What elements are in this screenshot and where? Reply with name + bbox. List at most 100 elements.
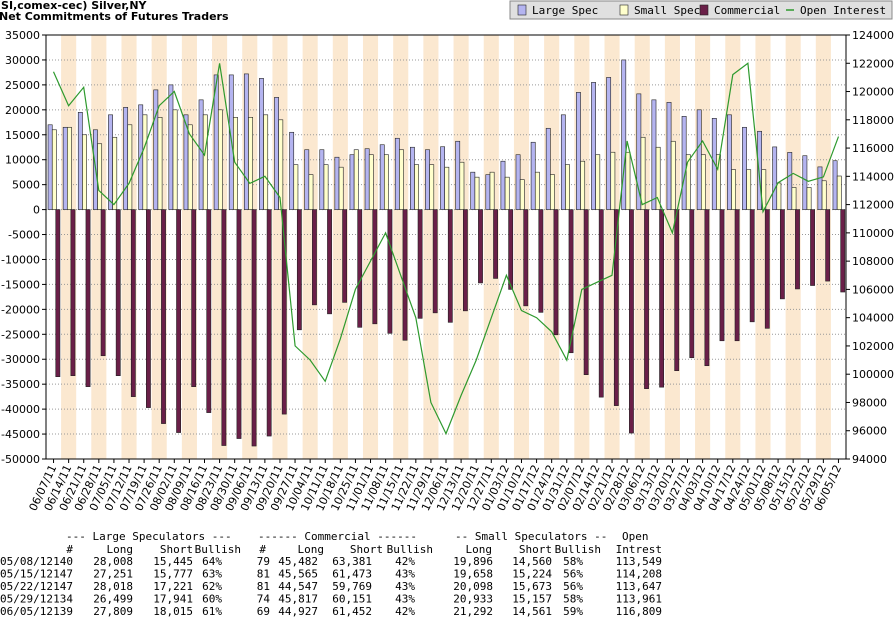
bar — [429, 164, 435, 210]
table-cell: 61% — [202, 605, 222, 618]
y-tick-label: 35000 — [5, 29, 40, 42]
bar — [202, 114, 208, 210]
table-column-header: # — [66, 543, 73, 556]
table-cell: 61,452 — [332, 605, 372, 618]
table-cell: 60% — [202, 593, 222, 606]
legend-label: Large Spec — [532, 4, 598, 17]
y2-tick-label: 110000 — [852, 227, 894, 240]
bar — [519, 179, 525, 210]
table-cell: 147 — [53, 568, 73, 581]
bar — [402, 209, 408, 341]
y2-tick-label: 98000 — [852, 396, 887, 409]
bar — [746, 169, 752, 210]
bar — [304, 149, 310, 210]
table-cell: 20,933 — [453, 593, 493, 606]
table-cell: 28,018 — [93, 580, 133, 593]
bar — [455, 140, 461, 210]
bar — [217, 109, 223, 210]
table-cell: 45,817 — [278, 593, 318, 606]
table-cell: 140 — [53, 555, 73, 568]
bar — [772, 146, 778, 210]
y2-tick-label: 120000 — [852, 86, 894, 99]
y-tick-label: -15000 — [1, 278, 40, 291]
y-tick-label: 5000 — [12, 179, 40, 192]
table-cell: 59,769 — [332, 580, 372, 593]
bar — [123, 107, 129, 210]
table-cell: 26,499 — [93, 593, 133, 606]
y-tick-label: 30000 — [5, 54, 40, 67]
bar — [349, 154, 355, 210]
bar — [840, 209, 846, 293]
y-tick-label: -45000 — [1, 428, 40, 441]
bar — [447, 209, 453, 323]
bar — [327, 209, 332, 315]
bar — [478, 209, 483, 284]
y2-tick-label: 100000 — [852, 368, 894, 381]
bar — [221, 209, 227, 446]
table-cell: 58% — [563, 593, 583, 606]
table-cell: 28,008 — [93, 555, 133, 568]
bar — [263, 114, 269, 210]
table-cell: 113,549 — [616, 555, 662, 568]
table-cell: 69 — [257, 605, 270, 618]
bar — [112, 136, 118, 210]
bar — [342, 209, 348, 303]
bar — [384, 154, 389, 210]
bar — [644, 209, 649, 389]
bar — [681, 116, 687, 210]
bar — [410, 146, 415, 210]
table-cell: 18,015 — [153, 605, 193, 618]
legend-swatch — [619, 4, 629, 16]
bar — [810, 209, 815, 286]
bar — [832, 160, 838, 210]
table-cell: 147 — [53, 580, 73, 593]
bar — [795, 209, 800, 290]
table-cell: 06/05/12 — [0, 605, 53, 618]
bar — [474, 176, 480, 210]
table-cell: 42% — [395, 605, 415, 618]
week-band — [302, 35, 318, 459]
y-tick-label: 15000 — [5, 129, 40, 142]
bar — [130, 209, 136, 397]
bar — [97, 143, 103, 210]
legend-label: Open Interest — [800, 4, 886, 17]
bar — [776, 182, 782, 210]
bar — [836, 175, 842, 210]
y2-tick-label: 94000 — [852, 453, 887, 466]
week-band — [362, 35, 379, 459]
y2-tick-label: 102000 — [852, 340, 894, 353]
bar — [243, 73, 249, 210]
y2-tick-label: 122000 — [852, 57, 894, 70]
bar — [534, 171, 540, 210]
bar — [621, 59, 627, 210]
bar — [655, 146, 661, 210]
table-cell: 64% — [202, 555, 222, 568]
bar — [55, 209, 61, 377]
table-cell: 63% — [202, 568, 222, 581]
bar — [142, 114, 148, 210]
y-tick-label: 25000 — [5, 79, 40, 92]
bar — [67, 126, 72, 210]
bar — [553, 209, 559, 336]
table-group-header: ------ Commercial ------ — [258, 530, 417, 543]
table-cell: 05/22/12 — [0, 580, 53, 593]
table-column-header: Long — [466, 543, 493, 556]
bar — [187, 124, 193, 210]
table-cell: 44,927 — [278, 605, 318, 618]
bar — [610, 151, 616, 210]
bar — [387, 209, 393, 334]
table-cell: 56% — [563, 580, 583, 593]
bar — [485, 174, 491, 210]
bar — [338, 166, 344, 210]
bar — [764, 209, 770, 329]
bar — [172, 109, 178, 210]
bar — [704, 209, 710, 367]
y-tick-label: 0 — [33, 204, 40, 217]
y2-tick-label: 96000 — [852, 425, 887, 438]
bar — [504, 176, 510, 210]
bar — [440, 146, 445, 210]
bar — [100, 209, 106, 357]
bar — [779, 209, 785, 300]
bar — [425, 149, 430, 210]
